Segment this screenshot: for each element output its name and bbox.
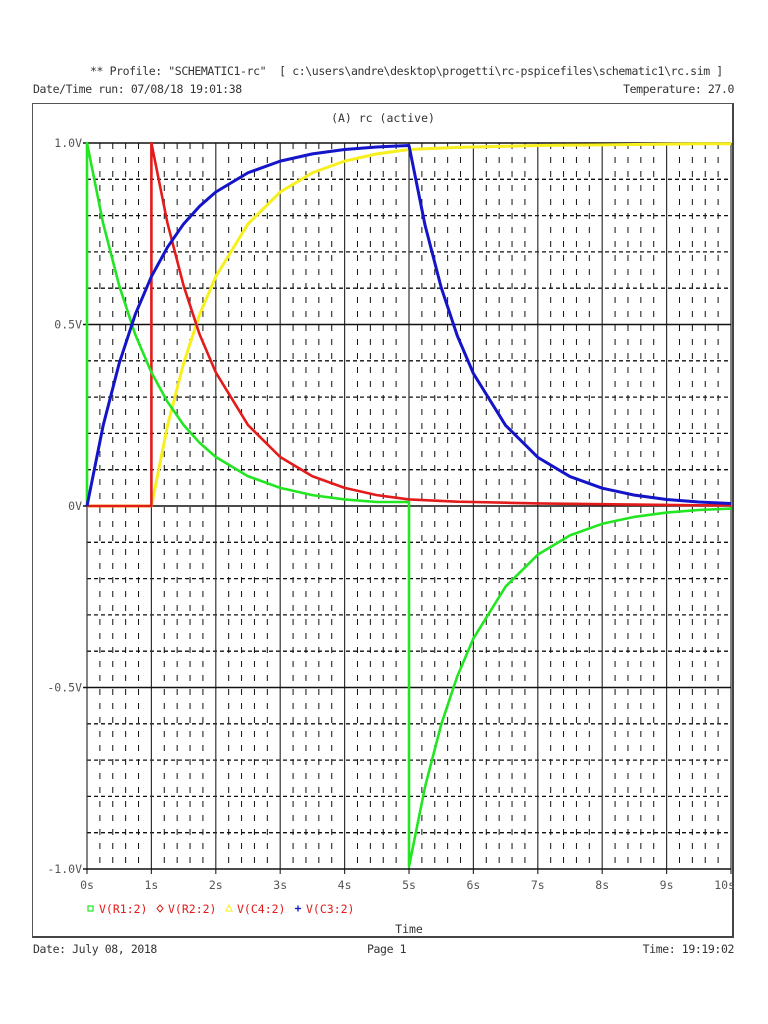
legend-label: V(C3:2)	[306, 902, 354, 916]
x-tick-label: 10s	[714, 878, 735, 892]
plot-frame	[32, 103, 734, 938]
y-tick-label: -0.5V	[47, 681, 82, 695]
x-tick-label: 7s	[531, 878, 545, 892]
x-tick-label: 2s	[209, 878, 223, 892]
footer-time: Time: 19:19:02	[642, 942, 735, 956]
run-datetime: Date/Time run: 07/08/18 19:01:38	[33, 82, 242, 96]
x-axis-label: Time	[395, 922, 423, 936]
curve-v_c3	[85, 144, 732, 507]
y-tick-label: 1.0V	[54, 136, 82, 150]
temperature-label: Temperature: 27.0	[623, 82, 734, 96]
x-tick-label: 1s	[144, 878, 158, 892]
waveform-curves	[85, 141, 732, 868]
x-tick-label: 3s	[273, 878, 287, 892]
plot-axes: 0s 1s 2s 3s 4s 5s 6s 7s 8s 9s 10s 1.0V 0.5V 0V -0.5V -1…	[47, 136, 735, 892]
x-tick-label: 0s	[80, 878, 94, 892]
x-tick-label: 9s	[660, 878, 674, 892]
legend-label: V(C4:2)	[237, 902, 285, 916]
footer-page: Page 1	[367, 942, 407, 956]
plot-title: (A) rc (active)	[331, 111, 435, 125]
y-tick-label: 0V	[68, 499, 82, 513]
x-tick-label: 6s	[466, 878, 480, 892]
legend-label: V(R1:2)	[99, 902, 147, 916]
legend-diamond-icon	[156, 904, 164, 913]
legend-triangle-icon	[225, 903, 233, 912]
profile-header: ** Profile: "SCHEMATIC1-rc" [ c:\users\a…	[90, 64, 723, 78]
curve-v_c4	[87, 142, 731, 508]
x-tick-label: 4s	[338, 878, 352, 892]
legend-label: V(R2:2)	[168, 902, 216, 916]
plot-grid	[83, 142, 732, 874]
curve-v_r2	[87, 141, 731, 508]
curve-v_r1	[85, 141, 732, 868]
x-tick-label: 5s	[402, 878, 416, 892]
legend-square-icon	[87, 905, 94, 912]
y-tick-label: -1.0V	[47, 862, 82, 876]
footer-date: Date: July 08, 2018	[33, 942, 157, 956]
legend: V(R1:2) V(R2:2) V(C4:2) V(C3:2)	[87, 902, 354, 916]
x-tick-label: 8s	[595, 878, 609, 892]
y-tick-label: 0.5V	[54, 318, 82, 332]
